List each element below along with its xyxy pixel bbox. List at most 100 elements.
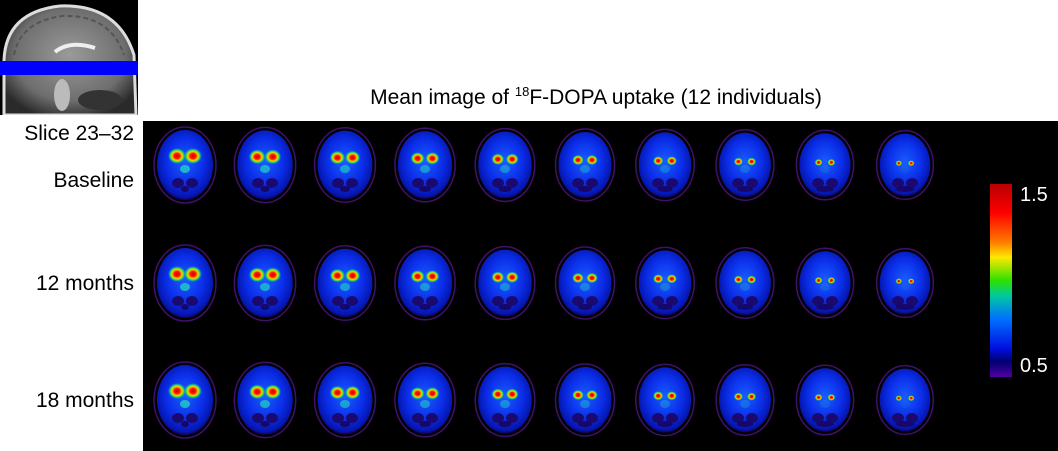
figure-title: Mean image of 18F-DOPA uptake (12 indivi… [370,84,822,109]
brain-slice [715,364,775,436]
brain-slice [635,363,695,437]
brain-slice [394,362,456,438]
brain-slice [875,247,935,319]
striatum-uptake [814,393,823,401]
striatum-uptake [168,266,186,282]
sagittal-mri-slice-locator [0,0,138,115]
striatum-uptake [586,389,598,401]
brain-slice [715,129,775,201]
striatum-uptake [572,154,584,166]
striatum-uptake [425,152,440,165]
striatum-uptake [666,156,678,166]
striatum-uptake [344,268,361,283]
brain-slice [233,244,297,322]
striatum-uptake [733,275,743,284]
brain-slice [554,246,616,320]
striatum-uptake [895,278,903,285]
brain-slice [635,246,695,320]
striatum-uptake [572,389,584,401]
striatum-uptake [410,387,425,400]
brain-slice [795,247,855,319]
striatum-uptake [344,150,361,165]
striatum-uptake [248,384,266,400]
striatum-uptake [572,272,584,284]
striatum-uptake [248,267,266,283]
striatum-uptake [329,150,346,165]
striatum-uptake [168,383,186,399]
striatum-uptake [248,149,266,165]
brain-slice [313,245,377,321]
brain-slice [153,126,217,204]
striatum-uptake [747,275,757,284]
brain-slice [394,245,456,321]
striatum-uptake [184,266,202,282]
brain-slice [394,127,456,203]
striatum-uptake [827,393,836,401]
brain-slice [795,364,855,436]
colorbar [990,184,1012,377]
striatum-uptake [666,274,678,284]
striatum-uptake [410,270,425,283]
brain-slice [313,127,377,203]
striatum-uptake [733,392,743,401]
striatum-uptake [264,267,282,283]
brain-slice [153,244,217,322]
striatum-uptake [666,391,678,401]
brain-slice [554,128,616,202]
brain-slice [875,129,935,201]
brain-slice [313,362,377,438]
striatum-uptake [895,395,903,402]
brain-slice [474,127,536,203]
striatum-uptake [907,395,915,402]
striatum-uptake [652,391,664,401]
brain-slice [875,364,935,436]
row-label-18-months: 18 months [35,389,134,412]
brain-slice [554,363,616,437]
striatum-uptake [184,383,202,399]
striatum-uptake [184,148,202,164]
striatum-uptake [264,149,282,165]
striatum-uptake [586,154,598,166]
slice-range-label: Slice 23–32 [24,122,134,145]
striatum-uptake [491,153,505,165]
brain-slice [715,247,775,319]
striatum-uptake [733,157,743,166]
striatum-uptake [168,148,186,164]
striatum-uptake [344,385,361,400]
brain-slice [474,245,536,321]
striatum-uptake [264,384,282,400]
striatum-uptake [586,272,598,284]
striatum-uptake [652,156,664,166]
striatum-uptake [329,385,346,400]
striatum-uptake [652,274,664,284]
striatum-uptake [505,271,519,283]
striatum-uptake [827,276,836,284]
striatum-uptake [491,271,505,283]
colorbar-max-label: 1.5 [1020,184,1048,206]
striatum-uptake [425,270,440,283]
striatum-uptake [410,152,425,165]
brain-slice [635,128,695,202]
colorbar-min-label: 0.5 [1020,355,1048,377]
striatum-uptake [907,160,915,167]
striatum-uptake [505,153,519,165]
striatum-uptake [425,387,440,400]
striatum-uptake [814,158,823,166]
striatum-uptake [895,160,903,167]
striatum-uptake [907,278,915,285]
brain-slice [795,129,855,201]
row-label-baseline: Baseline [53,169,134,192]
striatum-uptake [329,268,346,283]
striatum-uptake [827,158,836,166]
slice-marker-band [0,61,138,75]
striatum-uptake [491,388,505,400]
striatum-uptake [747,392,757,401]
row-label-12-months: 12 months [35,272,134,295]
brain-slice [233,361,297,439]
striatum-uptake [505,388,519,400]
brain-slice [233,126,297,204]
striatum-uptake [814,276,823,284]
brain-slice [474,362,536,438]
striatum-uptake [747,157,757,166]
